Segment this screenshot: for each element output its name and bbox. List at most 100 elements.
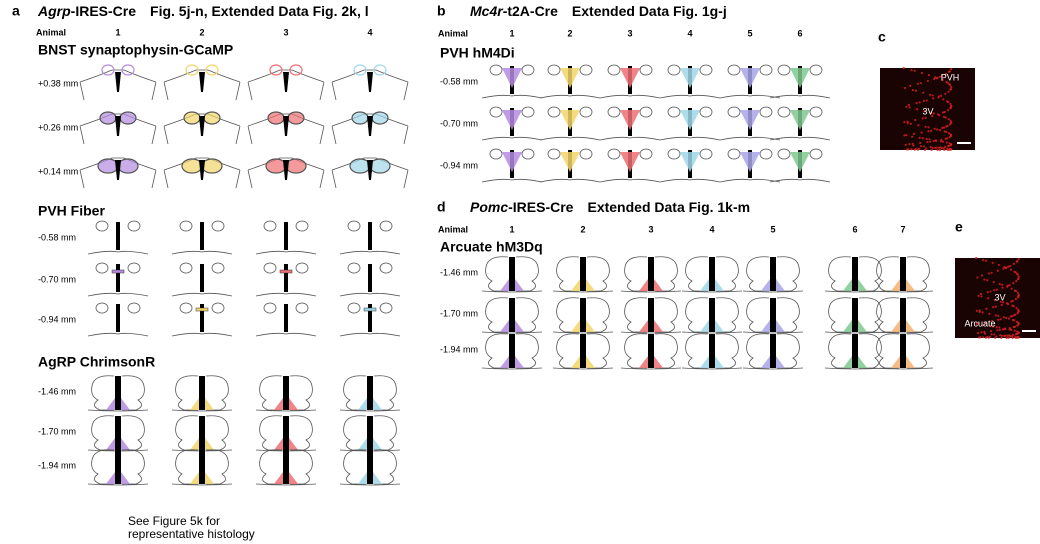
outline bbox=[700, 65, 712, 75]
brain-schematic bbox=[482, 107, 542, 140]
brain-schematic bbox=[825, 334, 885, 369]
brain-schematic bbox=[172, 450, 232, 485]
fluorescence bbox=[1000, 318, 1002, 320]
fluorescence bbox=[923, 100, 925, 102]
fluorescence bbox=[950, 68, 952, 70]
image-label: 3V bbox=[994, 292, 1005, 302]
fluorescence bbox=[993, 289, 995, 291]
fluorescence bbox=[977, 332, 979, 334]
fluorescence bbox=[1013, 314, 1015, 316]
region bbox=[286, 159, 306, 173]
fluorescence bbox=[1003, 335, 1005, 337]
fluorescence bbox=[936, 128, 938, 130]
outline bbox=[660, 137, 720, 140]
outline bbox=[728, 65, 740, 75]
fluorescence bbox=[946, 141, 948, 143]
fluorescence bbox=[1015, 271, 1017, 273]
animal-header: Animal bbox=[438, 224, 468, 234]
region bbox=[182, 159, 202, 173]
region bbox=[560, 68, 580, 88]
fluorescence bbox=[909, 85, 911, 87]
fluorescence bbox=[930, 146, 932, 148]
fluorescence bbox=[932, 97, 934, 99]
fluorescence bbox=[942, 141, 944, 143]
outline bbox=[380, 263, 392, 273]
image-label: Arcuate bbox=[964, 318, 995, 328]
brain-schematic bbox=[482, 298, 542, 333]
outline bbox=[256, 251, 316, 254]
footnote: representative histology bbox=[128, 527, 255, 541]
outline bbox=[700, 107, 712, 117]
fluorescence bbox=[985, 260, 987, 262]
ventricle bbox=[115, 416, 121, 450]
brain-schematic bbox=[88, 376, 148, 411]
region bbox=[98, 159, 118, 173]
outline bbox=[778, 107, 790, 117]
fluorescence bbox=[921, 72, 923, 74]
ventricle bbox=[509, 257, 515, 291]
brain-schematic bbox=[770, 107, 830, 140]
level-label: -1.70 mm bbox=[38, 426, 76, 436]
brain-schematic bbox=[256, 263, 316, 296]
ventricle bbox=[509, 298, 515, 332]
level-label: -1.94 mm bbox=[38, 460, 76, 470]
fluorescence bbox=[936, 77, 938, 79]
fluorescence bbox=[928, 138, 930, 140]
fluorescence bbox=[1015, 307, 1017, 309]
outline bbox=[548, 65, 560, 75]
fluorescence bbox=[1000, 337, 1002, 339]
outline bbox=[180, 221, 192, 231]
region bbox=[184, 112, 200, 124]
outline bbox=[348, 263, 360, 273]
fluorescence bbox=[941, 127, 943, 129]
fluorescence bbox=[915, 148, 917, 150]
fluorescence bbox=[943, 147, 945, 149]
outline bbox=[548, 107, 560, 117]
fluorescence bbox=[995, 314, 997, 316]
ventricle bbox=[283, 450, 289, 484]
ventricle bbox=[283, 116, 289, 136]
animal-number: 3 bbox=[648, 224, 653, 234]
brain-schematic bbox=[256, 416, 316, 451]
outline bbox=[212, 303, 224, 313]
brain-schematic bbox=[256, 376, 316, 411]
outline bbox=[810, 65, 822, 75]
animal-number: 6 bbox=[852, 224, 857, 234]
fluorescence bbox=[941, 147, 943, 149]
fluorescence bbox=[926, 138, 928, 140]
ventricle bbox=[199, 376, 205, 410]
brain-schematic bbox=[553, 257, 613, 292]
level-label: -0.70 mm bbox=[440, 118, 478, 128]
fluorescence bbox=[981, 274, 983, 276]
outline bbox=[88, 251, 148, 254]
panel-label: c bbox=[878, 29, 886, 45]
fluorescence bbox=[1001, 284, 1003, 286]
outline bbox=[172, 251, 232, 254]
fluorescence bbox=[1015, 298, 1017, 300]
outline bbox=[668, 107, 680, 117]
fluorescence bbox=[910, 123, 912, 125]
level-label: -1.46 mm bbox=[38, 386, 76, 396]
region bbox=[118, 159, 138, 173]
fluorescence bbox=[997, 319, 999, 321]
ventricle bbox=[852, 298, 858, 332]
section-title: PVH Fiber bbox=[38, 203, 105, 219]
outline bbox=[540, 137, 600, 140]
fluorescence bbox=[1017, 337, 1019, 339]
fluorescence bbox=[1005, 267, 1007, 269]
fluorescence bbox=[1003, 316, 1005, 318]
outline bbox=[212, 221, 224, 231]
fluorescence bbox=[929, 141, 931, 143]
outline bbox=[180, 303, 192, 313]
brain-schematic bbox=[660, 107, 720, 140]
brain-schematic bbox=[482, 149, 542, 182]
brain-schematic bbox=[164, 65, 240, 100]
fluorescence bbox=[980, 293, 982, 295]
fluorescence bbox=[1010, 300, 1012, 302]
ventricle bbox=[367, 376, 373, 410]
region bbox=[372, 112, 388, 124]
outline bbox=[490, 65, 502, 75]
fluorescence bbox=[986, 279, 988, 281]
image-label: PVH bbox=[941, 72, 960, 82]
fluorescence bbox=[1010, 329, 1012, 331]
